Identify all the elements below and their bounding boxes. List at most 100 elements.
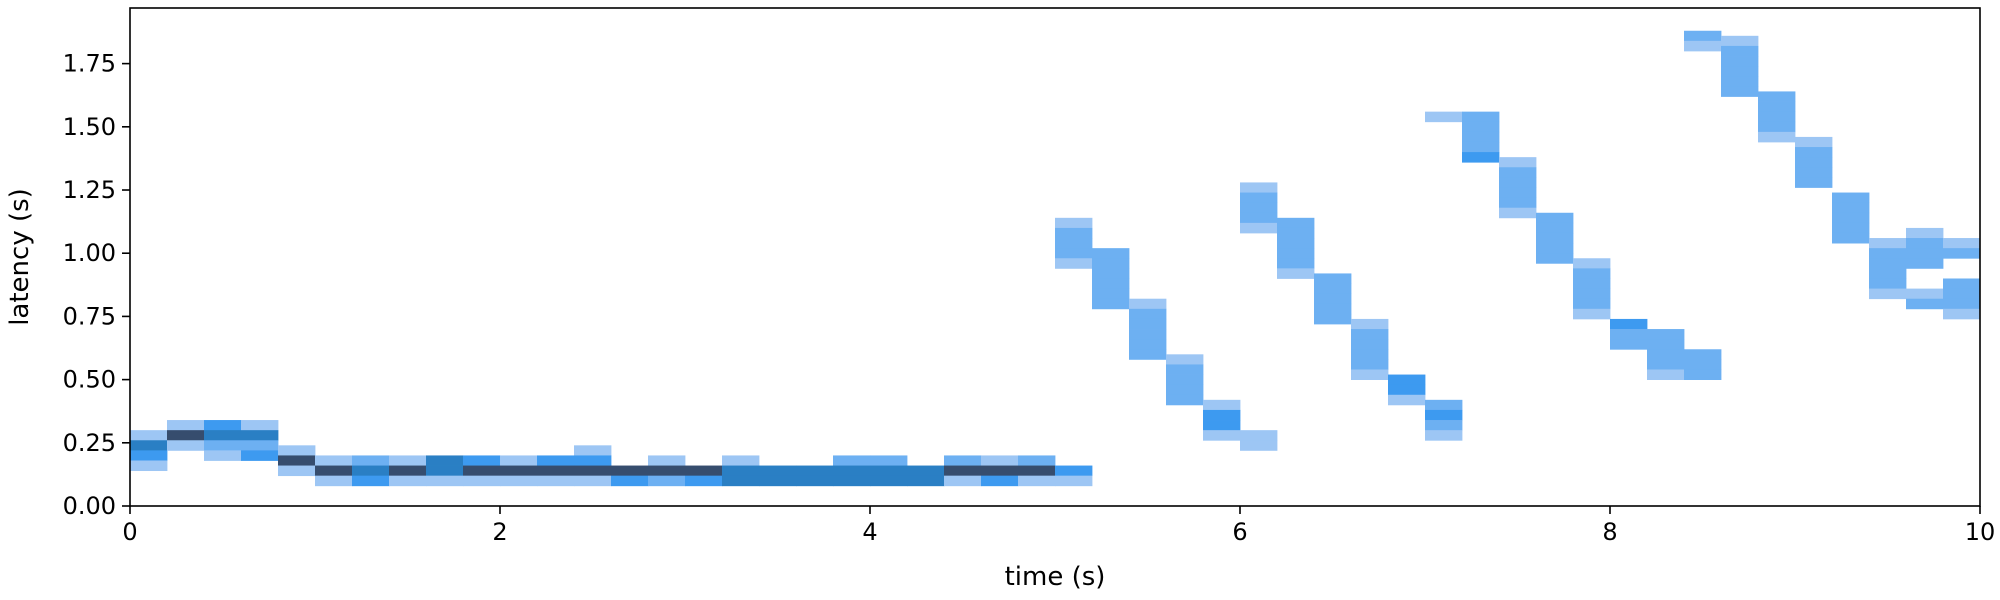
heatmap-cell: [1647, 329, 1685, 340]
heatmap-cell: [611, 475, 649, 487]
heatmap-cell: [1758, 111, 1796, 123]
heatmap-cell: [241, 420, 279, 431]
heatmap-cell: [1277, 238, 1315, 249]
heatmap-cell: [1240, 222, 1278, 234]
heatmap-cell: [1721, 56, 1759, 67]
heatmap-cell: [1166, 384, 1204, 396]
heatmap-cell: [1573, 268, 1611, 279]
heatmap-cell: [204, 420, 242, 431]
heatmap-cell: [1277, 227, 1315, 239]
heatmap-cell: [315, 465, 353, 477]
heatmap-cell: [1906, 258, 1944, 269]
heatmap-cell: [1055, 227, 1093, 239]
heatmap-cell: [1906, 288, 1944, 300]
heatmap-cell: [1351, 359, 1389, 370]
heatmap-cell: [241, 430, 279, 441]
heatmap-cell: [1314, 283, 1352, 295]
heatmap-cell: [648, 455, 686, 466]
heatmap-cell: [574, 445, 612, 456]
heatmap-cell: [759, 465, 797, 477]
x-tick-label: 0: [122, 518, 137, 546]
heatmap-cell: [1758, 131, 1796, 143]
heatmap-cell: [1721, 76, 1759, 87]
heatmap-cell: [167, 430, 205, 441]
heatmap-cell: [1425, 111, 1463, 123]
heatmap-cell: [352, 455, 390, 466]
heatmap-cell: [1943, 288, 1981, 300]
y-tick-label: 0.75: [63, 302, 116, 330]
heatmap-cell: [1277, 268, 1315, 279]
heatmap-cell: [1240, 192, 1278, 204]
heatmap-cell: [1203, 409, 1241, 421]
heatmap-cell: [1092, 298, 1130, 310]
heatmap-cell: [907, 465, 945, 477]
x-tick-label: 10: [1965, 518, 1996, 546]
heatmap-cell: [1092, 248, 1130, 259]
heatmap-cell: [463, 475, 501, 487]
x-tick-label: 6: [1232, 518, 1247, 546]
x-tick-label: 2: [492, 518, 507, 546]
heatmap-cell: [1869, 278, 1907, 289]
heatmap-cell: [1351, 329, 1389, 340]
heatmap-cell: [130, 440, 168, 451]
heatmap-cell: [204, 430, 242, 441]
heatmap-cell: [389, 475, 427, 487]
heatmap-cell: [1055, 238, 1093, 249]
x-axis-label: time (s): [1005, 562, 1106, 592]
heatmap-cell: [1092, 278, 1130, 289]
heatmap-cell: [1573, 308, 1611, 320]
heatmap-cell: [1240, 212, 1278, 224]
heatmap-cell: [1351, 349, 1389, 360]
heatmap-cell: [1906, 248, 1944, 259]
heatmap-cell: [981, 475, 1019, 487]
heatmap-cell: [1684, 369, 1722, 380]
heatmap-cell: [1499, 197, 1537, 209]
heatmap-cell: [1795, 167, 1833, 178]
heatmap-cell: [1832, 212, 1870, 224]
heatmap-cell: [870, 455, 908, 466]
heatmap-cell: [1055, 258, 1093, 269]
heatmap-cell: [1129, 329, 1167, 340]
heatmap-cell: [1610, 339, 1648, 350]
heatmap-cell: [1092, 288, 1130, 300]
heatmap-cell: [1906, 298, 1944, 310]
heatmap-cell: [685, 475, 723, 487]
heatmap-cell: [1499, 157, 1537, 168]
heatmap-cell: [722, 455, 760, 466]
y-tick-label: 1.00: [63, 239, 116, 267]
heatmap-cell: [1795, 147, 1833, 158]
heatmap-cell: [1536, 212, 1574, 224]
y-tick-label: 0.00: [63, 492, 116, 520]
heatmap-cell: [1536, 253, 1574, 264]
heatmap-cell: [1869, 248, 1907, 259]
heatmap-cell: [1462, 152, 1500, 163]
heatmap-cell: [1906, 227, 1944, 239]
heatmap-cell: [130, 460, 168, 472]
heatmap-cell: [907, 475, 945, 487]
heatmap-cell: [1129, 318, 1167, 330]
heatmap-cell: [1166, 364, 1204, 375]
heatmap-cell: [241, 440, 279, 451]
heatmap-cell: [944, 455, 982, 466]
heatmap-cell: [1758, 101, 1796, 113]
heatmap-cell: [352, 465, 390, 477]
heatmap-cell: [1425, 399, 1463, 411]
heatmap-cell: [1758, 121, 1796, 133]
heatmap-cell: [463, 465, 501, 477]
heatmap-cell: [1943, 298, 1981, 310]
y-tick-label: 1.75: [63, 50, 116, 78]
heatmap-cell: [1055, 475, 1093, 487]
heatmap-cell: [1536, 232, 1574, 244]
heatmap-cell: [278, 445, 316, 456]
heatmap-cells: [130, 30, 1981, 487]
heatmap-cell: [1018, 475, 1056, 487]
heatmap-cell: [981, 465, 1019, 477]
heatmap-cell: [1832, 202, 1870, 214]
heatmap-cell: [1684, 40, 1722, 52]
heatmap-cell: [1499, 207, 1537, 219]
heatmap-cell: [1832, 222, 1870, 234]
heatmap-cell: [870, 475, 908, 487]
plot-frame: [129, 7, 1981, 507]
heatmap-cell: [833, 455, 871, 466]
heatmap-cell: [1721, 66, 1759, 77]
